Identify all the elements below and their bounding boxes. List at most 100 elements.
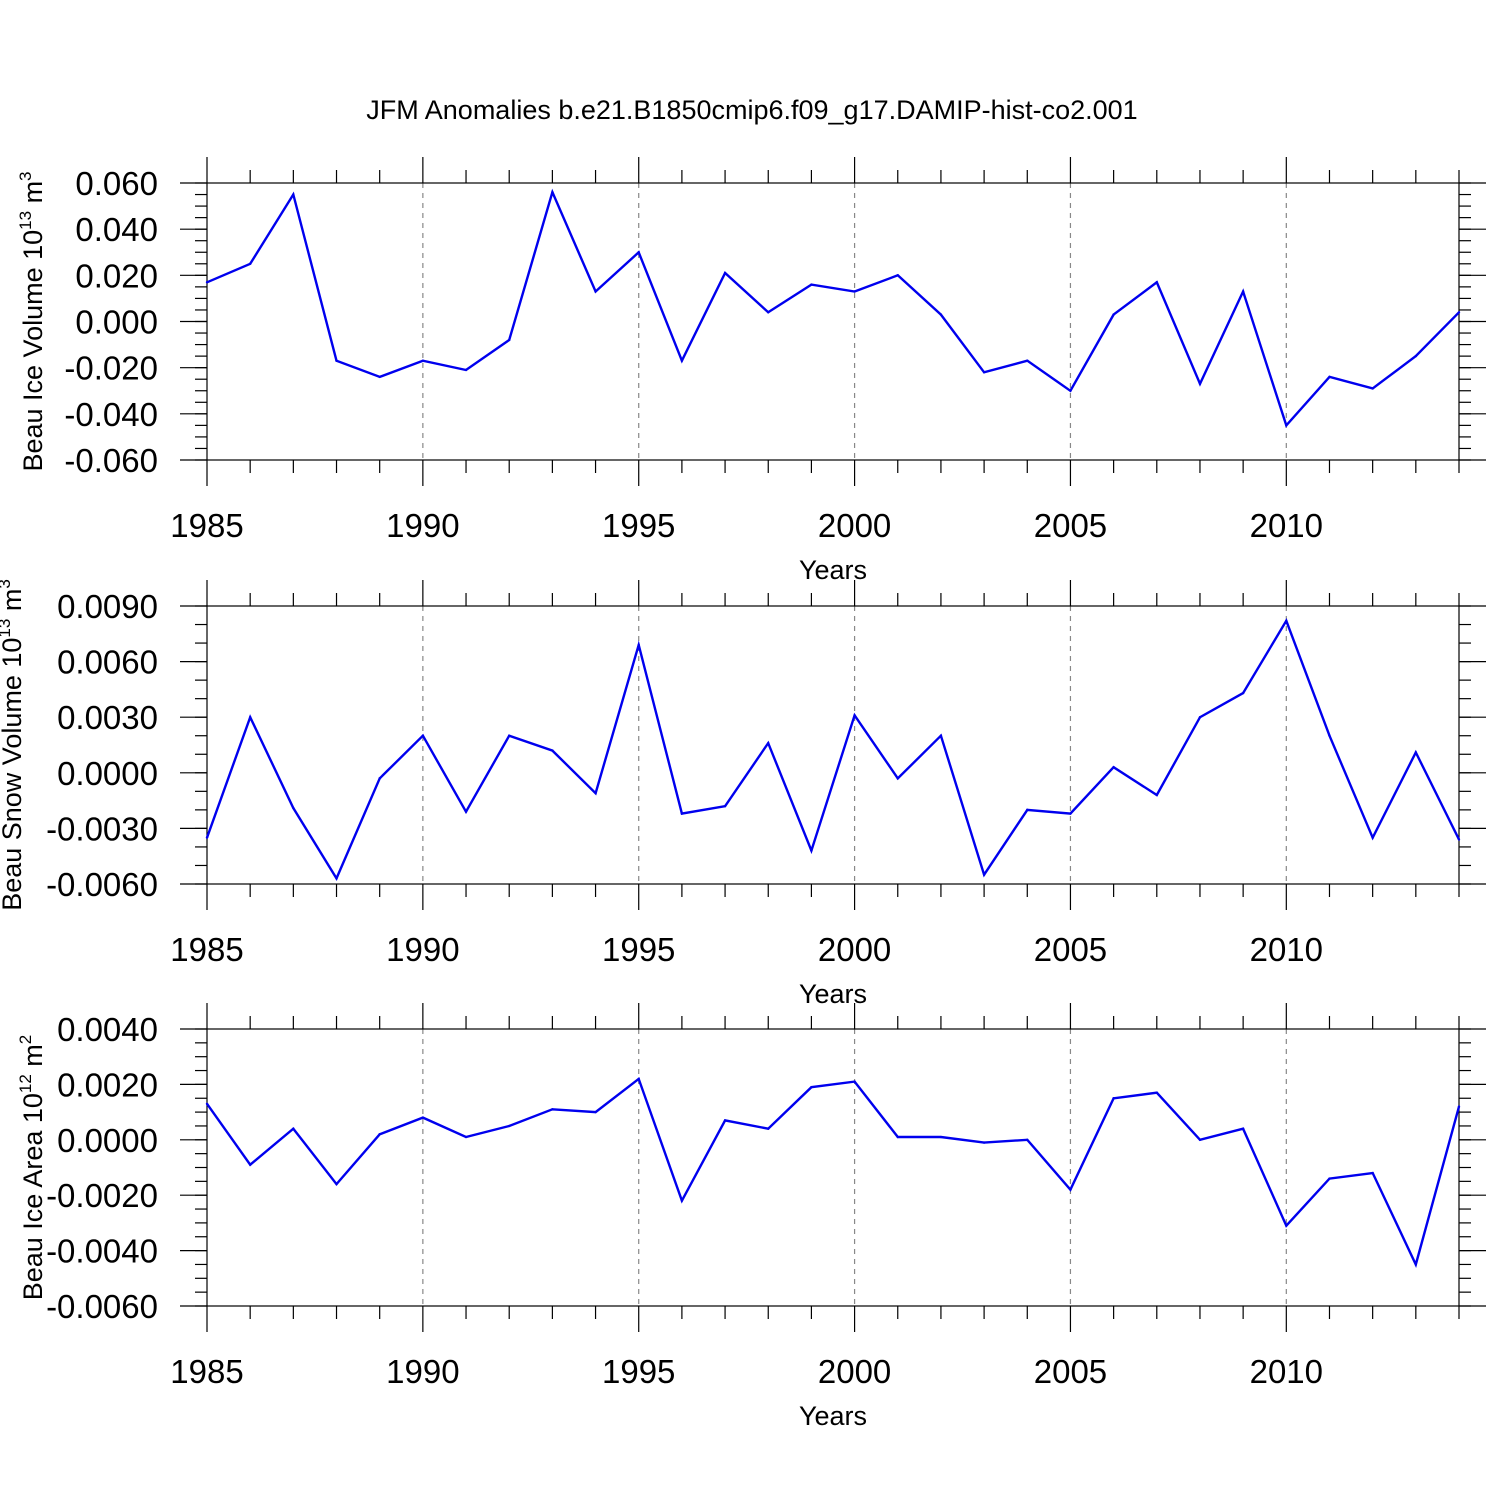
x-tick-label: 2005 [1034, 1353, 1107, 1390]
data-point [767, 311, 770, 314]
data-point [335, 359, 338, 362]
data-point [939, 734, 943, 737]
data-point [464, 810, 468, 813]
data-point [1457, 1105, 1461, 1108]
y-tick-label: 0.0090 [57, 588, 158, 625]
panel-snow-volume: 0.0090 0.0060 0.0030 0.0000 -0.0030 -0.0060 19… [0, 579, 1486, 1009]
data-point [508, 734, 511, 737]
data-point [205, 1102, 209, 1105]
data-point [939, 313, 943, 316]
x-tick-label: 1990 [386, 931, 459, 968]
data-point [1112, 1097, 1115, 1100]
y-axis-title-unit: m [0, 589, 27, 619]
data-point [896, 274, 899, 277]
x-tick-label: 2010 [1250, 931, 1323, 968]
data-point [982, 873, 986, 876]
data-point [248, 1163, 252, 1166]
data-point [508, 1124, 511, 1128]
plot-frame [206, 605, 1460, 885]
data-point [205, 836, 209, 839]
y-tick-label: 0.060 [75, 165, 158, 202]
data-point [378, 777, 381, 780]
data-point [1026, 808, 1029, 812]
data-point [1414, 354, 1418, 358]
y-axis-title: Beau Ice Volume 1013 m3 [16, 171, 48, 471]
y-axis-title-unit-exp: 3 [16, 171, 35, 180]
y-tick-label: -0.0060 [46, 1288, 158, 1325]
data-point [723, 271, 727, 275]
y-tick-label: 0.020 [75, 257, 158, 294]
data-point [723, 804, 727, 808]
data-point [939, 1135, 943, 1139]
data-point [292, 1127, 295, 1130]
plot-frame [206, 182, 1460, 461]
data-point [1155, 281, 1158, 284]
data-point [1457, 311, 1461, 314]
data-point [1241, 1127, 1245, 1130]
y-tick-label: -0.040 [64, 396, 158, 433]
data-point [594, 290, 597, 293]
x-tick-label: 2005 [1034, 931, 1107, 968]
data-point [637, 643, 640, 647]
data-point [378, 1133, 381, 1136]
y-axis-title-unit-exp: 2 [16, 1035, 35, 1044]
data-point [1026, 1138, 1029, 1142]
data-point [637, 1077, 640, 1081]
y-axis-title-exp: 13 [0, 619, 14, 638]
x-axis-title: Years [799, 979, 867, 1009]
y-axis-title: Beau Ice Area 1012 m2 [16, 1035, 48, 1301]
data-point [1198, 382, 1202, 386]
data-point [767, 741, 770, 745]
data-point [680, 1199, 684, 1202]
panel-ice-volume: 0.060 0.040 0.020 0.000 -0.020 -0.040 -0.060 19… [16, 157, 1486, 585]
data-point [1112, 766, 1115, 769]
y-axis-title-exp: 13 [16, 211, 35, 230]
data-point [810, 849, 813, 852]
data-point [248, 262, 252, 265]
x-tick-label: 1995 [602, 1353, 675, 1390]
data-point [1241, 691, 1245, 695]
y-axis-title-base: Beau Ice Area 10 [18, 1093, 48, 1300]
y-axis-title: Beau Snow Volume 1013 m3 [0, 579, 27, 911]
data-point [1457, 838, 1461, 841]
data-point [723, 1119, 727, 1122]
data-point [508, 338, 511, 342]
x-tick-label: 1995 [602, 507, 675, 544]
data-point [1285, 1224, 1288, 1227]
data-point [335, 1182, 338, 1186]
x-tick-label: 2000 [818, 931, 891, 968]
data-point [551, 1108, 554, 1111]
data-point [205, 281, 209, 284]
y-tick-label: -0.0020 [46, 1177, 158, 1214]
data-point [982, 1141, 986, 1144]
data-point [1371, 387, 1374, 390]
data-point [421, 734, 425, 737]
y-tick-label: 0.0000 [57, 755, 158, 792]
data-point [1069, 812, 1072, 815]
data-point [248, 716, 252, 719]
y-tick-label: -0.0060 [46, 866, 158, 903]
figure-title: JFM Anomalies b.e21.B1850cmip6.f09_g17.D… [366, 95, 1137, 125]
x-tick-label: 2000 [818, 1353, 891, 1390]
y-tick-label: -0.060 [64, 442, 158, 479]
data-point [1328, 375, 1331, 379]
data-point [1241, 290, 1245, 293]
x-tick-label: 2005 [1034, 507, 1107, 544]
y-axis-title-base: Beau Ice Volume 10 [18, 230, 48, 472]
data-point [421, 1116, 425, 1119]
x-tick-label: 1985 [170, 931, 243, 968]
y-axis-title-base: Beau Snow Volume 10 [0, 638, 27, 911]
data-point [982, 371, 986, 374]
data-point [1026, 359, 1029, 362]
y-tick-label: 0.000 [75, 304, 158, 341]
data-point [594, 791, 597, 795]
x-tick-label: 1985 [170, 507, 243, 544]
x-tick-label: 1985 [170, 1353, 243, 1390]
data-point [853, 714, 856, 717]
data-point [1155, 1091, 1158, 1094]
x-axis-title: Years [799, 555, 867, 585]
data-point [637, 251, 640, 254]
data-point [1285, 424, 1288, 427]
series-line [206, 1076, 1461, 1268]
